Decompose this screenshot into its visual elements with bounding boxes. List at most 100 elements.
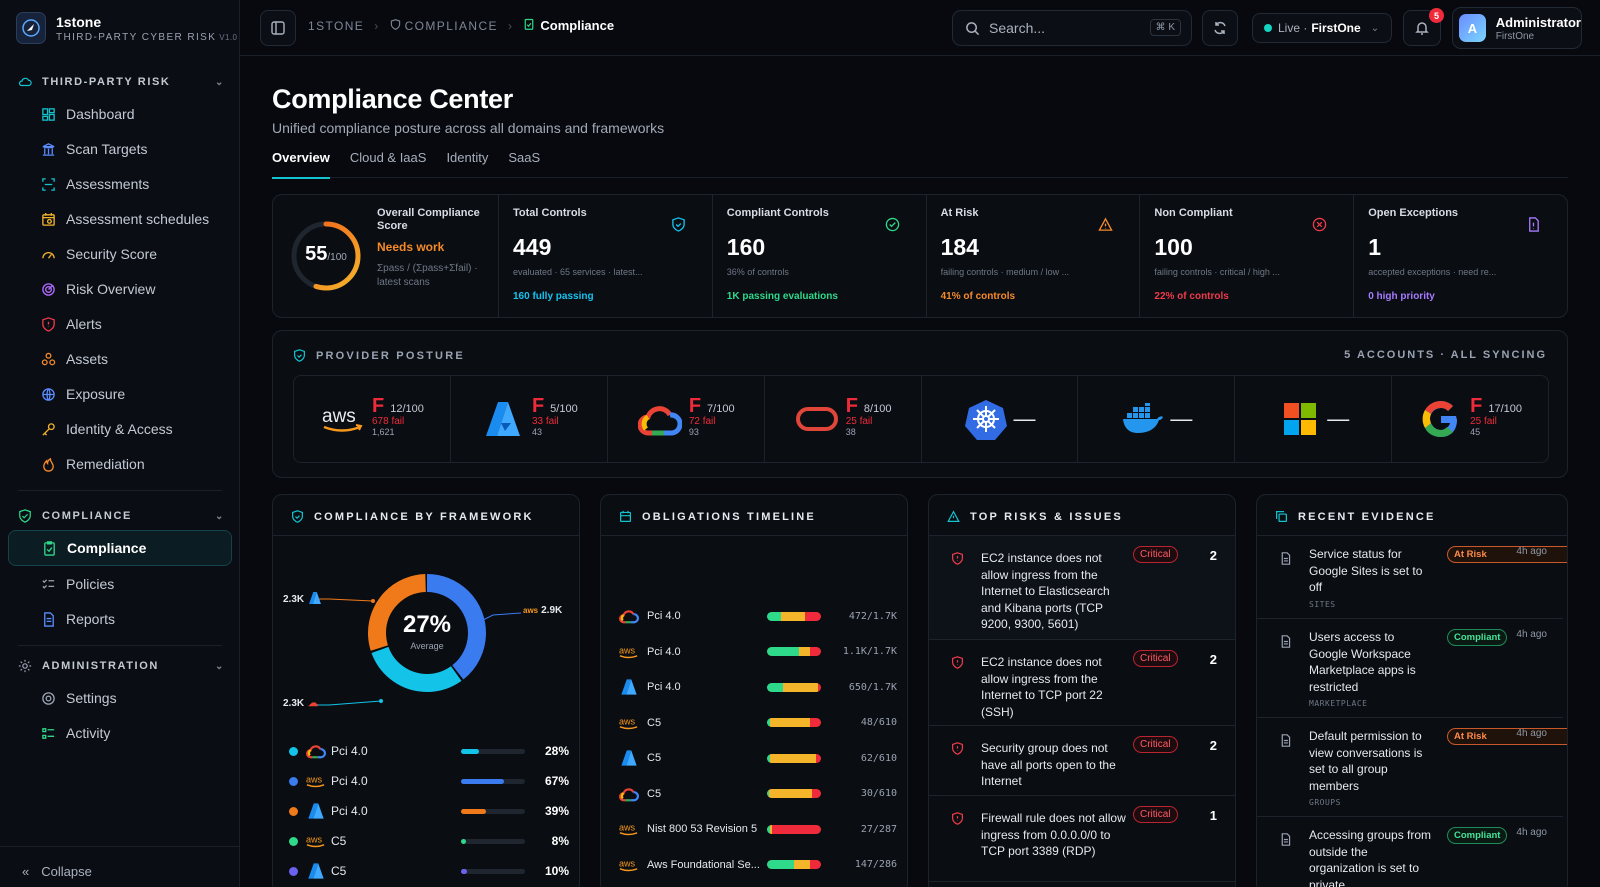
sidebar-item-identity-access[interactable]: Identity & Access [8, 411, 232, 447]
tab-saas[interactable]: SaaS [508, 150, 541, 165]
panel-title: RECENT EVIDENCE [1275, 510, 1436, 523]
overall-score-card[interactable]: 55/100 Overall Compliance Score Needs wo… [273, 195, 499, 317]
breadcrumb-root[interactable]: 1STONE [308, 18, 365, 33]
framework-row[interactable]: aws C5 8% [289, 830, 569, 852]
gcp-icon [305, 743, 327, 759]
provider-gcp[interactable]: F 7/100 72 fail 93 [608, 376, 765, 462]
gcp-icon [637, 396, 683, 442]
sidebar-item-remediation[interactable]: Remediation [8, 446, 232, 482]
framework-percent: 8% [551, 834, 569, 848]
live-org-selector[interactable]: Live · FirstOne ⌄ [1252, 13, 1392, 43]
provider-aws[interactable]: aws F 12/100 678 fail 1,621 [294, 376, 451, 462]
notifications-button[interactable]: 5 [1403, 8, 1444, 46]
risk-item[interactable]: EC2 instance does not allow ingress from… [929, 640, 1235, 726]
user-menu[interactable]: A Administrator FirstOne [1452, 7, 1582, 49]
obligation-row[interactable]: C5 62/610 [617, 747, 897, 769]
evidence-item[interactable]: Users access to Google Workspace Marketp… [1257, 619, 1563, 718]
evidence-item[interactable]: Service status for Google Sites is set t… [1257, 536, 1567, 619]
globe-icon [40, 386, 56, 402]
progress-bar [461, 868, 525, 874]
sidebar-section-compliance[interactable]: COMPLIANCE ⌄ [18, 506, 225, 526]
shield-check-icon [18, 509, 32, 523]
provider-kubernetes[interactable]: — [922, 376, 1079, 462]
refresh-button[interactable] [1202, 10, 1238, 46]
sidebar-item-exposure[interactable]: Exposure [8, 376, 232, 412]
obligation-row[interactable]: aws Pci 4.0 1.1K/1.7K [617, 641, 897, 663]
sidebar-item-scan-targets[interactable]: Scan Targets [8, 131, 232, 167]
chevron-right-icon: › [374, 18, 380, 33]
search-input[interactable]: Search... ⌘ K [952, 10, 1192, 46]
provider-google[interactable]: F 17/100 25 fail 45 [1392, 376, 1548, 462]
obligation-row[interactable]: aws Aws Foundational Se... 147/286 [617, 854, 897, 876]
sidebar-item-compliance[interactable]: Compliance [8, 530, 232, 566]
document-icon [1526, 217, 1541, 237]
sidebar-item-settings[interactable]: Settings [8, 680, 232, 716]
obligation-row[interactable]: C5 30/610 [617, 783, 897, 805]
sidebar-section-administration[interactable]: ADMINISTRATION ⌄ [18, 656, 225, 676]
chevron-down-icon[interactable]: ⌄ [215, 660, 225, 672]
tab-cloud-iaas[interactable]: Cloud & IaaS [349, 150, 427, 165]
toggle-sidebar-button[interactable] [260, 10, 296, 46]
brand[interactable]: 1stone THIRD-PARTY CYBER RISK V1.0 [16, 12, 237, 44]
obligation-row[interactable]: aws Nist 800 53 Revision 5 27/287 [617, 818, 897, 840]
chevron-down-icon[interactable]: ⌄ [215, 76, 225, 88]
bell-icon [1415, 22, 1429, 35]
stat-card-non-compliant[interactable]: Non Compliant 100 failing controls · cri… [1140, 195, 1355, 317]
framework-row[interactable]: aws Pci 4.0 67% [289, 770, 569, 792]
provider-azure[interactable]: F 5/100 33 fail 43 [451, 376, 608, 462]
provider-fail: 25 fail [1470, 416, 1497, 427]
framework-row[interactable]: Pci 4.0 39% [289, 800, 569, 822]
progress-fill [461, 808, 486, 814]
obligation-name: Aws Foundational Se... [647, 858, 760, 871]
sidebar-item-reports[interactable]: Reports [8, 601, 232, 637]
sidebar-section-third-party-risk[interactable]: THIRD-PARTY RISK ⌄ [18, 72, 225, 92]
obligation-row[interactable]: Pci 4.0 472/1.7K [617, 605, 897, 627]
stat-card-open-exceptions[interactable]: Open Exceptions 1 accepted exceptions · … [1354, 195, 1567, 317]
provider-docker[interactable]: — [1078, 376, 1236, 462]
sidebar-item-assets[interactable]: Assets [8, 341, 232, 377]
user-name: Administrator [1495, 14, 1581, 30]
callout-line [480, 612, 522, 622]
avatar: A [1459, 14, 1486, 42]
provider-microsoft[interactable]: — [1235, 376, 1393, 462]
search-icon [966, 21, 980, 35]
obligation-row[interactable]: Pci 4.0 650/1.7K [617, 676, 897, 698]
collapse-button[interactable]: « Collapse [22, 864, 92, 879]
sidebar-item-activity[interactable]: Activity [8, 715, 232, 751]
evidence-text: Service status for Google Sites is set t… [1309, 547, 1423, 594]
obligation-row[interactable]: aws C5 48/610 [617, 712, 897, 734]
evidence-item[interactable]: Default permission to view conversations… [1257, 718, 1567, 817]
sidebar-item-assessments[interactable]: Assessments [8, 166, 232, 202]
obligation-bar [767, 718, 821, 727]
sidebar-item-dashboard[interactable]: Dashboard [8, 96, 232, 132]
provider-fail: 25 fail [845, 416, 873, 427]
donut-segment [368, 574, 486, 692]
sidebar-item-assessment-schedules[interactable]: Assessment schedules [8, 201, 232, 237]
sidebar-item-security-score[interactable]: Security Score [8, 236, 232, 272]
framework-title: COMPLIANCE BY FRAMEWORK [314, 510, 534, 523]
bar-segment-pass [767, 611, 781, 621]
score-max: /100 [327, 252, 347, 263]
evidence-item[interactable]: Accessing groups from outside the organi… [1257, 817, 1563, 887]
sidebar-item-alerts[interactable]: Alerts [8, 306, 232, 342]
breadcrumb-compliance[interactable]: COMPLIANCE [404, 18, 498, 33]
risk-item[interactable]: Firewall rule does not allow ingress fro… [929, 796, 1235, 882]
framework-row[interactable]: Pci 4.0 28% [289, 740, 569, 762]
tab-overview[interactable]: Overview [272, 142, 330, 179]
sidebar-item-policies[interactable]: Policies [8, 566, 232, 602]
chevron-down-icon[interactable]: ⌄ [215, 510, 225, 522]
obligation-bar [767, 682, 821, 692]
framework-average-label: Average [410, 641, 444, 651]
divider [601, 535, 907, 536]
provider-oracle[interactable]: F 8/100 25 fail 38 [765, 376, 922, 462]
stat-card-total-controls[interactable]: Total Controls 449 evaluated · 65 servic… [499, 195, 713, 317]
framework-row[interactable]: C5 10% [289, 860, 569, 882]
section-title: THIRD-PARTY RISK [42, 76, 171, 88]
risk-item[interactable]: EC2 instance does not allow ingress from… [929, 536, 1235, 640]
risk-item[interactable]: Security group does not have all ports o… [929, 726, 1235, 796]
tab-identity[interactable]: Identity [446, 150, 489, 165]
stat-card-compliant-controls[interactable]: Compliant Controls 160 36% of controls 1… [713, 195, 927, 317]
stat-card-at-risk[interactable]: At Risk 184 failing controls · medium / … [927, 195, 1141, 317]
sidebar-item-risk-overview[interactable]: Risk Overview [8, 271, 232, 307]
file-icon [1279, 552, 1292, 570]
